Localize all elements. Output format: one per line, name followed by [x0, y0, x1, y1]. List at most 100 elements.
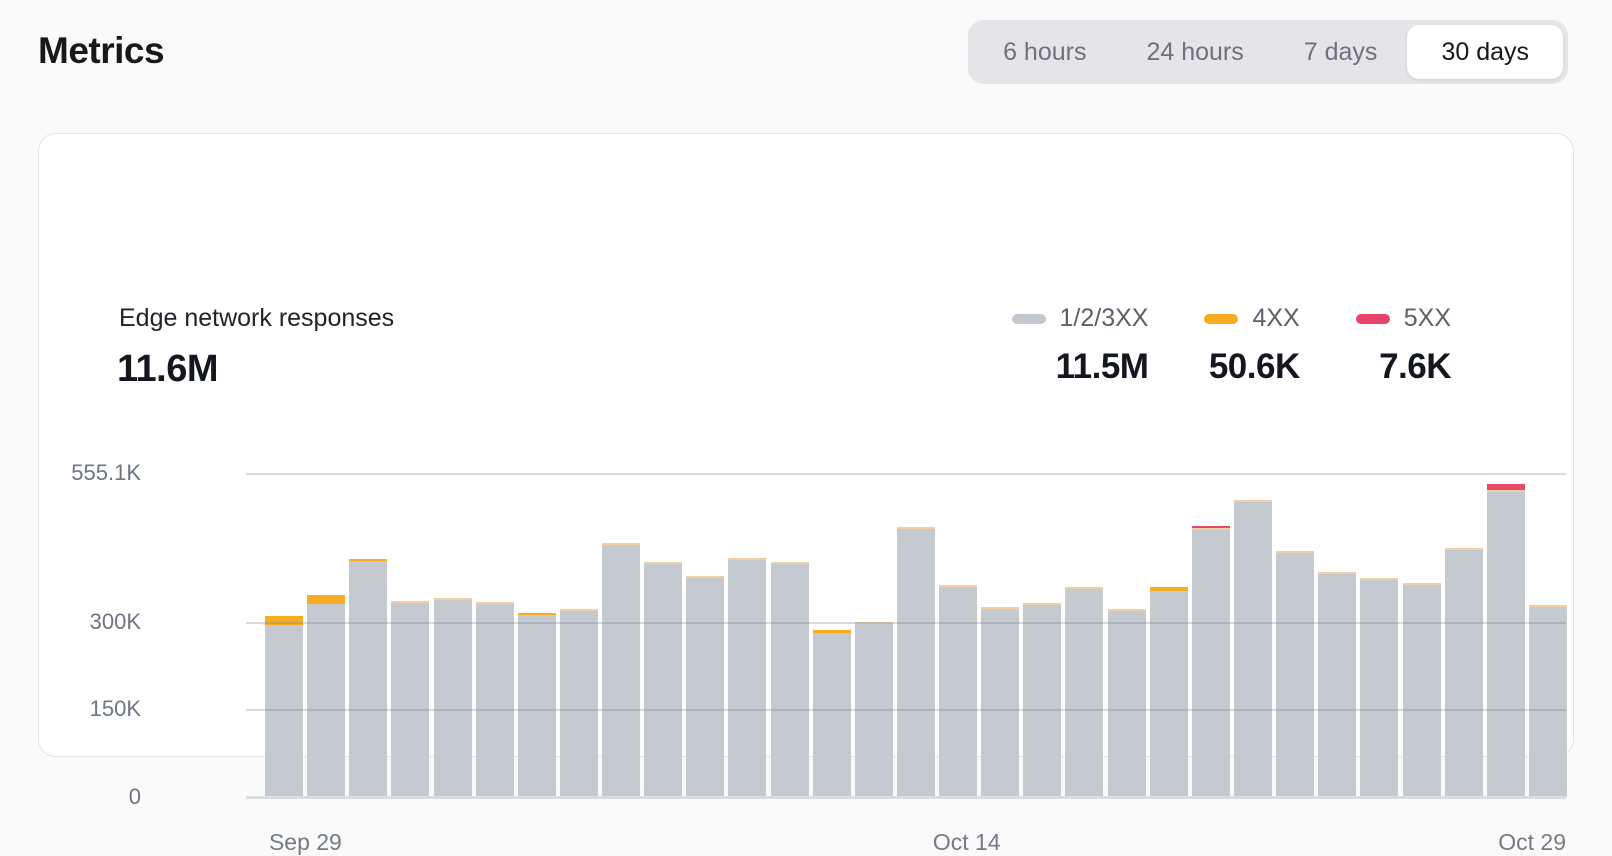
legend-label: 4XX [1252, 304, 1300, 332]
bar-segment-123xx [728, 560, 767, 797]
bar-day-6[interactable] [475, 602, 514, 797]
bar-segment-4xx [1486, 489, 1525, 492]
bar-segment-123xx [854, 624, 893, 797]
bar-day-17[interactable] [939, 584, 978, 797]
bar-segment-4xx [939, 584, 978, 587]
bar-day-29[interactable] [1444, 548, 1483, 797]
bar-segment-4xx [1107, 608, 1146, 611]
bar-day-12[interactable] [728, 558, 767, 797]
bar-day-4[interactable] [391, 600, 430, 797]
bar-segment-123xx [686, 577, 725, 797]
bar-segment-4xx [896, 527, 935, 530]
bar-segment-123xx [939, 586, 978, 797]
bar-segment-4xx [1318, 572, 1357, 575]
bar-day-18[interactable] [981, 607, 1020, 797]
bar-day-8[interactable] [559, 609, 598, 797]
bar-day-31[interactable] [1528, 604, 1567, 797]
legend-item-123xx[interactable]: 1/2/3XX 11.5M [1011, 304, 1149, 387]
bar-segment-123xx [559, 611, 598, 797]
bar-segment-123xx [1402, 585, 1441, 797]
legend-value: 50.6K [1208, 347, 1300, 386]
bar-day-19[interactable] [1023, 602, 1062, 797]
bar-segment-123xx [1276, 553, 1315, 797]
bar-segment-4xx [517, 612, 556, 615]
bar-segment-123xx [812, 632, 851, 797]
bar-segment-4xx [559, 609, 598, 612]
bar-segment-123xx [1191, 529, 1230, 797]
bar-segment-4xx [1528, 604, 1567, 607]
bar-day-2[interactable] [307, 595, 346, 797]
bar-segment-123xx [981, 609, 1020, 797]
bar-segment-4xx [433, 598, 472, 601]
x-axis-tick-Oct-14: Oct 14 [932, 829, 1001, 855]
legend-value: 7.6K [1379, 347, 1451, 386]
bar-day-21[interactable] [1107, 608, 1146, 797]
x-axis-tick-Sep-29: Sep 29 [268, 829, 342, 855]
bar-day-30[interactable] [1486, 484, 1525, 797]
bar-segment-4xx [1233, 499, 1272, 502]
bar-segment-4xx [1276, 551, 1315, 554]
time-range-option-6-hours[interactable]: 6 hours [1003, 37, 1087, 66]
bar-day-15[interactable] [854, 622, 893, 797]
time-range-option-30-days[interactable]: 30 days [1407, 25, 1563, 79]
bar-segment-4xx [1402, 583, 1441, 586]
bar-segment-4xx [1023, 602, 1062, 605]
bar-day-20[interactable] [1065, 586, 1104, 797]
bar-day-7[interactable] [517, 612, 556, 797]
bar-segment-4xx [349, 558, 388, 562]
x-axis-tick-Oct-29: Oct 29 [1498, 829, 1566, 855]
time-range-selector: 6 hours 24 hours 7 days 30 days [968, 20, 1568, 84]
bar-day-23[interactable] [1191, 525, 1230, 797]
bar-day-24[interactable] [1233, 499, 1272, 797]
bar-segment-4xx [812, 630, 851, 633]
legend-key: 1/2/3XX [1011, 304, 1149, 333]
bar-day-13[interactable] [770, 562, 809, 797]
bar-segment-123xx [1360, 580, 1399, 797]
bar-segment-4xx [728, 558, 767, 561]
bar-segment-4xx [1149, 587, 1188, 591]
bar-segment-4xx [391, 600, 430, 603]
bar-day-5[interactable] [433, 598, 472, 797]
time-range-option-24-hours[interactable]: 24 hours [1146, 37, 1244, 66]
bar-segment-123xx [1486, 491, 1525, 797]
bar-day-26[interactable] [1318, 572, 1357, 797]
time-range-option-7-days[interactable]: 7 days [1303, 37, 1378, 66]
bar-day-28[interactable] [1402, 583, 1441, 797]
bar-segment-4xx [1191, 527, 1230, 530]
bar-day-25[interactable] [1276, 551, 1315, 797]
chart-title: Edge network responses [119, 304, 395, 332]
bar-day-14[interactable] [812, 630, 851, 797]
chart-legend: 1/2/3XX 11.5M 4XX 50.6K 5XX 7.6K [1011, 304, 1451, 387]
legend-item-4xx[interactable]: 4XX 50.6K [1204, 304, 1300, 387]
bar-day-11[interactable] [686, 575, 725, 797]
legend-item-5xx[interactable]: 5XX 7.6K [1355, 304, 1451, 387]
y-axis-tick-0: 0 [128, 784, 141, 809]
bar-segment-4xx [1360, 578, 1399, 581]
bar-segment-123xx [896, 529, 935, 797]
gridline-555.1K [246, 473, 1566, 475]
gridline-150K [246, 709, 1566, 712]
bar-segment-4xx [981, 607, 1020, 610]
bar-day-22[interactable] [1149, 587, 1188, 797]
bar-segment-4xx [686, 575, 725, 578]
bar-segment-4xx [265, 616, 303, 625]
legend-swatch-icon [1011, 313, 1046, 324]
bar-segment-123xx [433, 600, 472, 797]
bar-day-16[interactable] [896, 527, 935, 797]
bar-day-3[interactable] [349, 558, 388, 797]
legend-key: 4XX [1204, 304, 1300, 333]
bar-day-9[interactable] [602, 542, 641, 797]
x-axis-line [246, 796, 1566, 799]
bar-day-10[interactable] [644, 561, 683, 797]
y-axis-tick-555.1K: 555.1K [71, 460, 141, 485]
bar-day-27[interactable] [1360, 578, 1399, 797]
bar-segment-123xx [644, 563, 683, 797]
legend-label: 1/2/3XX [1059, 304, 1149, 332]
bar-segment-4xx [307, 595, 346, 604]
bar-segment-123xx [1318, 574, 1357, 797]
bar-segment-123xx [517, 614, 556, 797]
bar-segment-4xx [770, 562, 809, 565]
bar-segment-4xx [854, 622, 893, 625]
bar-day-1[interactable] [265, 616, 303, 797]
bar-segment-4xx [475, 602, 514, 605]
